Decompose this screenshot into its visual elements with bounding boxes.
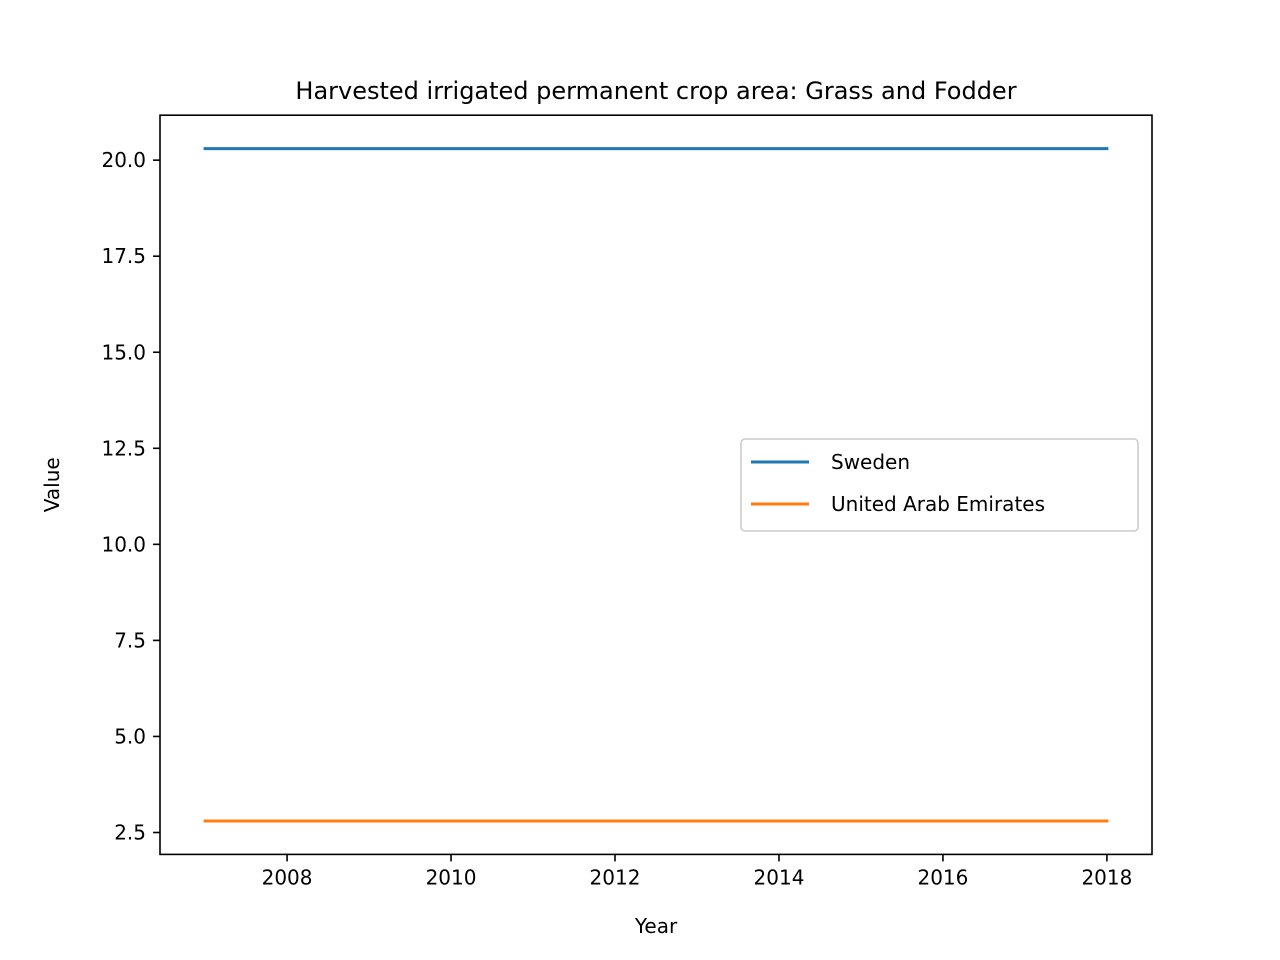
x-tick-label: 2016 xyxy=(917,865,968,889)
y-tick-label: 20.0 xyxy=(101,148,146,172)
x-tick-label: 2018 xyxy=(1081,865,1132,889)
plot-frame xyxy=(159,114,1153,856)
chart-title: Harvested irrigated permanent crop area:… xyxy=(295,77,1016,105)
x-axis-label: Year xyxy=(634,914,678,938)
y-tick-label: 7.5 xyxy=(114,628,146,652)
y-axis-label: Value xyxy=(40,457,64,512)
legend-entries: Sweden United Arab Emirates xyxy=(751,450,1045,516)
y-axis-ticks: 2.5 5.0 7.5 10.0 12.5 15.0 17.5 20.0 xyxy=(101,148,160,845)
series-layer xyxy=(203,147,1109,823)
legend-label-0: Sweden xyxy=(831,450,910,474)
x-tick-label: 2010 xyxy=(426,865,477,889)
legend-box xyxy=(740,438,1139,532)
y-tick-label: 17.5 xyxy=(101,244,146,268)
y-tick-label: 12.5 xyxy=(101,436,146,460)
plot-area xyxy=(159,114,1153,856)
x-tick-label: 2012 xyxy=(590,865,641,889)
x-tick-label: 2008 xyxy=(262,865,313,889)
y-tick-label: 2.5 xyxy=(114,821,146,845)
legend-label-1: United Arab Emirates xyxy=(831,492,1045,516)
x-axis-ticks: 2008 2010 2012 2014 2016 2018 xyxy=(262,854,1132,889)
x-tick-label: 2014 xyxy=(754,865,805,889)
y-tick-label: 15.0 xyxy=(101,340,146,364)
y-tick-label: 10.0 xyxy=(101,532,146,556)
y-tick-label: 5.0 xyxy=(114,724,146,748)
legend: Sweden United Arab Emirates xyxy=(740,438,1139,532)
